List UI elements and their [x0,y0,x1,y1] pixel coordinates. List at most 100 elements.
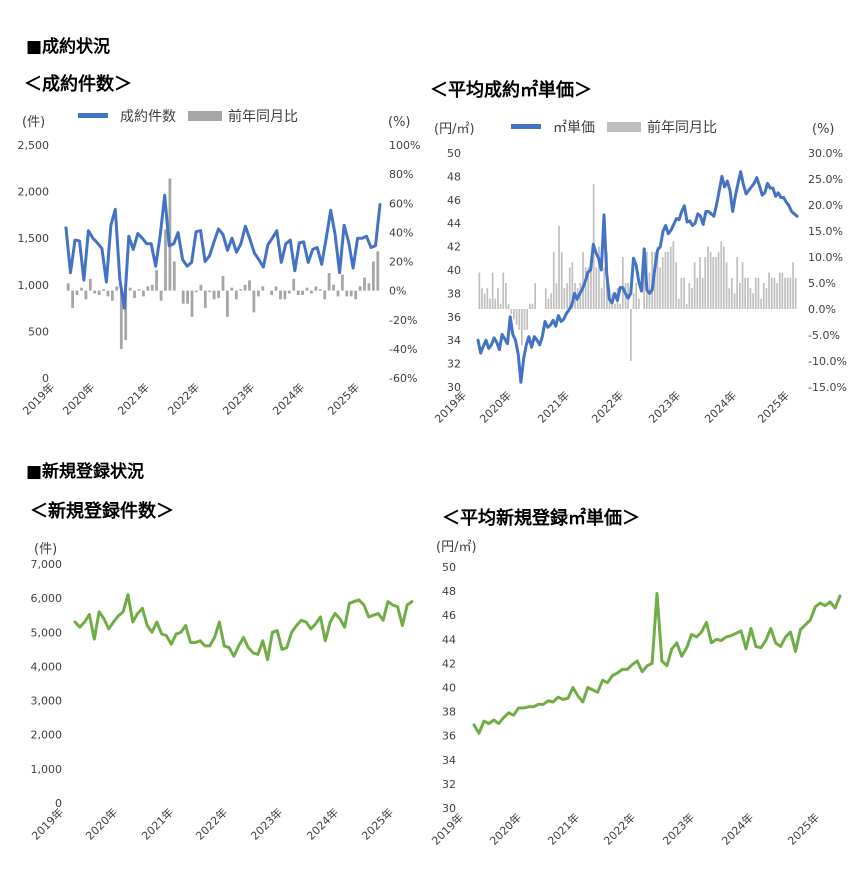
x-tick-label: 2024年 [719,810,756,847]
y-tick-label-right: 20.0% [808,199,843,212]
y-tick-label-right: 0.0% [808,303,836,316]
yoy-bar [494,298,497,309]
series-line [476,170,799,384]
y-tick-label-right: -20% [389,314,417,327]
yoy-bar [66,283,70,291]
yoy-bar [341,274,344,291]
y-unit-right: (%) [388,115,411,130]
yoy-bar [84,290,88,300]
yoy-bar [770,277,773,309]
y-tick-label-left: 30 [447,381,461,394]
y-unit-left: (円/㎡) [436,540,477,555]
yoy-bar [529,303,531,309]
y-tick-label-left: 42 [447,241,461,254]
yoy-bar [257,290,260,297]
yoy-bar [305,287,309,291]
y-tick-label-left: 6,000 [31,592,63,605]
yoy-bar [747,277,749,309]
yoy-bar [582,251,584,309]
yoy-bar [547,298,550,309]
x-tick-label: 2022年 [165,380,202,417]
yoy-bar [669,246,672,309]
yoy-bar [773,277,776,309]
y-tick-label-left: 46 [447,194,461,207]
yoy-bar [478,272,481,309]
yoy-bar [345,290,349,297]
yoy-bar [598,246,600,309]
yoy-bar [558,225,560,309]
y-tick-label-right: 25.0% [808,173,843,186]
yoy-bar [704,257,707,309]
y-tick-label-left: 2,000 [31,729,63,742]
yoy-bar [301,290,304,295]
yoy-bar [544,288,547,309]
yoy-bar [571,262,574,309]
yoy-bar [555,283,558,309]
series-line [472,592,842,735]
yoy-bar [71,290,74,309]
yoy-bar [619,303,622,309]
y-tick-label-left: 46 [442,609,456,622]
yoy-bar [195,290,198,293]
yoy-bar [239,289,243,291]
legend-bar-swatch [188,111,222,121]
series-line [64,193,382,310]
y-unit-right: (%) [812,122,835,137]
y-tick-label-left: 1,500 [18,232,50,245]
legend-bar-swatch [607,122,641,132]
y-tick-label-right: 20% [389,256,413,269]
yoy-bar [603,267,606,309]
yoy-bar [497,288,499,309]
yoy-bar [212,290,216,300]
x-tick-label: 2022年 [193,805,230,842]
yoy-bar [762,283,765,309]
yoy-bar [489,298,491,309]
yoy-bar [731,277,733,309]
yoy-bar [792,262,794,309]
yoy-bar [507,303,510,309]
x-tick-label: 2023年 [646,388,683,425]
y-tick-label-right: 15.0% [808,225,843,238]
yoy-bar [584,267,587,309]
y-unit-left: (件) [22,115,45,130]
y-tick-label-right: 0% [389,285,406,298]
yoy-bar [208,290,212,293]
yoy-bar [659,267,661,309]
x-tick-label: 2022年 [601,810,638,847]
y-tick-label-left: 0 [55,797,62,810]
x-tick-label: 2024年 [702,388,739,425]
yoy-bar [172,261,176,291]
yoy-bar [630,309,632,361]
yoy-bar [781,272,784,309]
yoy-bar [164,229,167,291]
yoy-bar [707,246,709,309]
yoy-bar [111,290,114,301]
yoy-bar [526,309,528,330]
yoy-bar [128,287,132,291]
y-tick-label-left: 1,000 [18,279,50,292]
yoy-bar [499,303,502,309]
x-tick-label: 2019年 [429,810,466,847]
yoy-bar [701,277,704,309]
yoy-bar [677,298,680,309]
series-line [73,593,414,662]
y-unit-left: (円/㎡) [434,122,475,137]
yoy-bar [230,287,234,291]
yoy-bar [75,290,79,295]
yoy-bar [314,286,318,291]
yoy-bar [667,251,669,309]
yoy-bar [119,290,123,349]
y-tick-label-right: -5.0% [808,329,840,342]
yoy-bar [481,288,483,309]
y-tick-label-left: 44 [447,217,461,230]
yoy-bar [749,288,752,309]
yoy-bar [717,251,720,309]
x-tick-label: 2023年 [248,805,285,842]
yoy-bar [661,257,664,309]
yoy-bar [336,290,340,297]
y-tick-label-left: 500 [28,325,49,338]
yoy-bar [600,288,603,309]
y-tick-label-right: 30.0% [808,147,843,160]
yoy-bar [691,288,693,309]
x-tick-label: 2025年 [325,380,362,417]
